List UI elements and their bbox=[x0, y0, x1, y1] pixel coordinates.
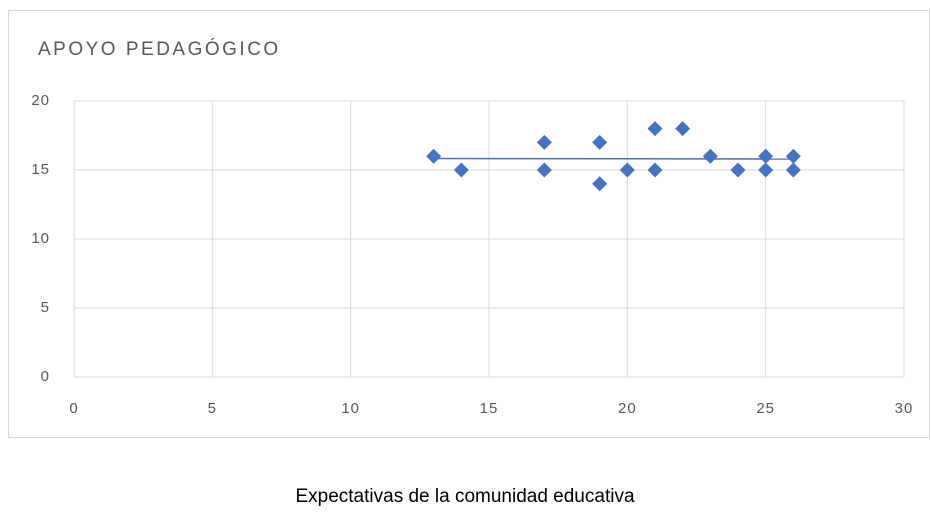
y-tick-label: 0 bbox=[41, 368, 50, 385]
point bbox=[675, 121, 691, 137]
x-axis-label: Expectativas de la comunidad educativa bbox=[295, 486, 634, 507]
point bbox=[785, 148, 801, 164]
x-tick-label: 0 bbox=[69, 400, 78, 417]
point bbox=[592, 176, 608, 192]
point bbox=[453, 162, 469, 178]
point bbox=[758, 148, 774, 164]
x-tick-label: 5 bbox=[208, 400, 217, 417]
point bbox=[619, 162, 635, 178]
x-tick-label: 20 bbox=[618, 400, 637, 417]
point bbox=[592, 134, 608, 150]
chart-title: APOYO PEDAGÓGICO bbox=[38, 38, 281, 60]
point bbox=[647, 162, 663, 178]
y-tick-label: 5 bbox=[41, 299, 50, 316]
y-tick-label: 20 bbox=[31, 92, 50, 109]
trendline bbox=[433, 157, 794, 160]
x-tick-label: 15 bbox=[480, 400, 499, 417]
point bbox=[785, 162, 801, 178]
x-tick-label: 10 bbox=[341, 400, 360, 417]
y-tick-label: 15 bbox=[31, 161, 50, 178]
point bbox=[758, 162, 774, 178]
x-tick-label: 25 bbox=[756, 400, 775, 417]
point bbox=[647, 121, 663, 137]
point bbox=[426, 148, 442, 164]
chart-frame bbox=[8, 10, 930, 438]
y-tick-label: 10 bbox=[31, 230, 50, 247]
x-tick-label: 30 bbox=[895, 400, 914, 417]
point bbox=[536, 162, 552, 178]
point bbox=[536, 134, 552, 150]
point bbox=[730, 162, 746, 178]
point bbox=[702, 148, 718, 164]
